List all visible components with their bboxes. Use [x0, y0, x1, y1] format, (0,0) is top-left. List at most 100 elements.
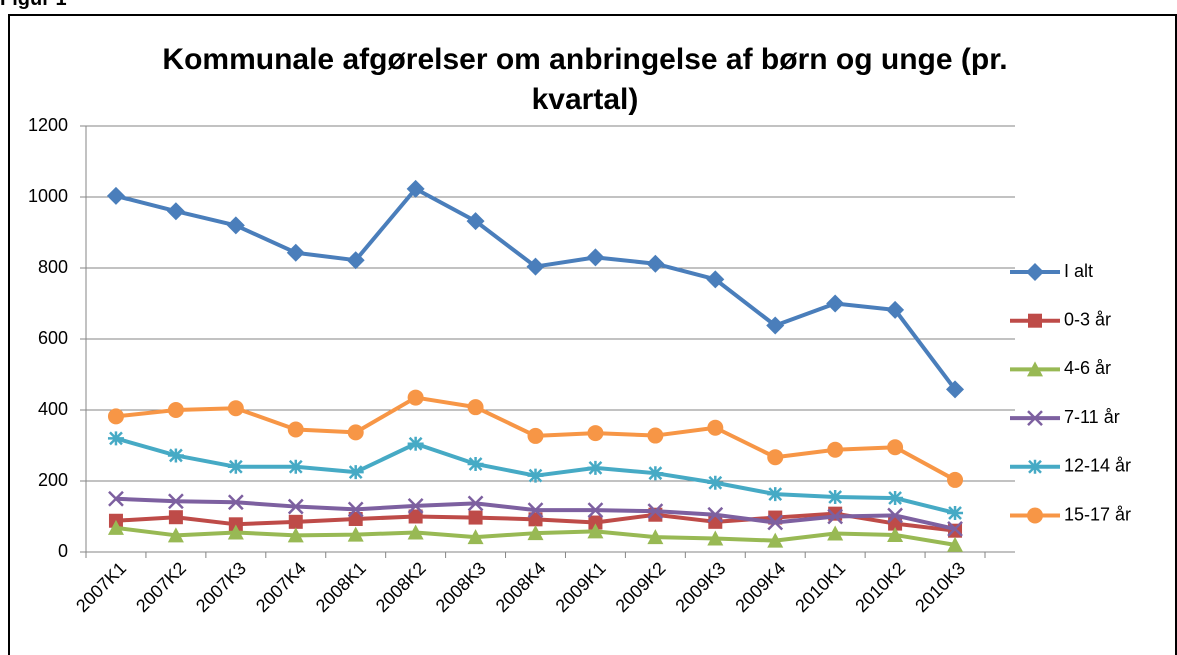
data-point [707, 419, 724, 436]
y-tick-label: 1000 [28, 186, 68, 206]
data-point [167, 448, 184, 463]
data-point [168, 510, 183, 525]
x-tick-label: 2007K4 [252, 558, 310, 616]
data-point [407, 524, 424, 540]
data-point [947, 536, 964, 552]
y-tick-label: 1200 [28, 115, 68, 135]
x-tick-label: 2010K3 [911, 558, 969, 616]
legend-label: 0-3 år [1064, 309, 1111, 329]
legend-label: 7-11 år [1064, 407, 1120, 427]
data-point [467, 495, 484, 512]
data-point [528, 512, 543, 527]
y-tick-label: 800 [38, 257, 68, 277]
data-point [947, 505, 964, 520]
x-tick-label: 2009K4 [731, 558, 789, 616]
data-point [887, 491, 904, 506]
x-tick-label: 2008K2 [372, 558, 430, 616]
data-point [347, 526, 364, 542]
x-tick-label: 2007K1 [72, 558, 130, 616]
data-point [226, 216, 245, 235]
data-point [647, 529, 664, 545]
data-point [647, 427, 664, 444]
data-point [108, 490, 124, 507]
data-point [287, 498, 304, 515]
y-tick-label: 400 [38, 399, 68, 419]
data-point [166, 202, 185, 221]
x-tick-label: 2008K1 [312, 558, 370, 616]
data-point [587, 425, 604, 442]
x-tick-label: 2009K2 [612, 558, 670, 616]
legend-marker [1027, 410, 1043, 426]
data-point [827, 525, 844, 541]
data-point [167, 402, 184, 418]
data-point [588, 515, 603, 530]
chart-border [8, 14, 1177, 655]
x-tick-label: 2008K4 [492, 558, 550, 616]
legend-marker [1028, 313, 1042, 328]
data-point [107, 519, 124, 535]
data-point [227, 524, 244, 540]
data-point [647, 503, 664, 520]
legend-label: 12-14 år [1064, 456, 1131, 476]
legend-marker [1027, 459, 1043, 474]
data-point [887, 526, 904, 542]
series-line [115, 186, 957, 391]
data-point [467, 529, 484, 545]
data-point [946, 380, 965, 399]
data-point [827, 489, 844, 504]
data-point [287, 421, 304, 438]
data-point [288, 514, 303, 529]
data-point [467, 456, 484, 471]
x-tick-label: 2008K3 [432, 558, 490, 616]
data-point [168, 493, 184, 510]
data-point [527, 502, 544, 518]
chart-title: Kommunale afgørelser om anbringelse af b… [162, 43, 1008, 116]
data-point [527, 525, 544, 541]
data-point [887, 439, 904, 456]
x-tick-label: 2009K1 [552, 558, 610, 616]
data-point [706, 270, 725, 289]
data-point [767, 514, 784, 531]
data-point [767, 487, 784, 502]
data-point [767, 532, 784, 548]
data-point [347, 501, 364, 518]
data-point [227, 400, 244, 417]
data-point [766, 316, 785, 335]
data-point [707, 475, 724, 490]
data-point [107, 431, 124, 446]
data-point [107, 408, 124, 425]
data-point [587, 523, 604, 539]
data-point [527, 468, 544, 483]
data-point [527, 427, 544, 444]
data-point [347, 465, 364, 480]
data-point [407, 436, 424, 451]
data-point [228, 517, 243, 532]
x-tick-label: 2007K2 [132, 558, 190, 616]
x-tick-label: 2010K1 [791, 558, 849, 616]
data-point [407, 389, 424, 406]
data-point [587, 502, 604, 518]
legend-marker [1027, 361, 1043, 377]
data-point [227, 459, 244, 474]
data-point [707, 530, 724, 546]
legend-label: 4-6 år [1064, 358, 1111, 378]
x-tick-label: 2009K3 [671, 558, 729, 616]
data-point [466, 212, 485, 231]
data-point [526, 257, 545, 276]
data-point [287, 527, 304, 543]
data-point [287, 459, 304, 474]
data-point [286, 243, 305, 262]
data-point [468, 510, 483, 525]
data-point [646, 254, 665, 273]
data-point [408, 509, 423, 524]
data-point [346, 251, 365, 270]
data-point [886, 300, 905, 319]
data-point [167, 527, 184, 543]
data-point [587, 460, 604, 475]
figure-label: Figur 1 [0, 0, 67, 11]
data-point [707, 506, 724, 523]
data-point [586, 248, 605, 267]
data-point [348, 511, 363, 526]
